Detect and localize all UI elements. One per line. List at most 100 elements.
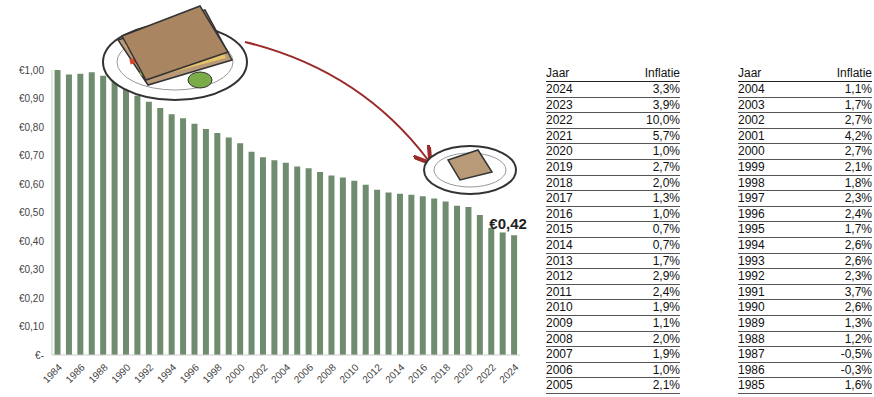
html-text:2008: 2008	[546, 331, 573, 346]
html-text:2,1%: 2,1%	[652, 378, 680, 393]
html-text:1991: 1991	[738, 284, 765, 299]
svg-text:€0,80: €0,80	[19, 122, 44, 133]
html-text:1998: 1998	[738, 175, 765, 190]
html-text:2015: 2015	[546, 222, 573, 237]
svg-text:2014: 2014	[383, 361, 407, 385]
svg-text:€0,50: €0,50	[19, 207, 44, 218]
html-text:1,8%: 1,8%	[844, 175, 872, 190]
html-text:1989: 1989	[738, 315, 765, 330]
html-text:2012: 2012	[546, 269, 573, 284]
html-text:2014: 2014	[546, 237, 573, 252]
html-text:2009: 2009	[546, 315, 573, 330]
svg-text:2018: 2018	[429, 361, 453, 385]
html-text:2005: 2005	[546, 378, 573, 393]
svg-text:2024: 2024	[497, 361, 521, 385]
html-text:1,0%: 1,0%	[652, 362, 680, 377]
html-text:2,3%: 2,3%	[844, 269, 872, 284]
svg-text:1988: 1988	[86, 361, 110, 385]
svg-text:€0,70: €0,70	[19, 150, 44, 161]
html-text:1,1%: 1,1%	[652, 315, 680, 330]
svg-text:1996: 1996	[178, 361, 202, 385]
svg-text:1984: 1984	[41, 361, 65, 385]
html-text:2,9%: 2,9%	[652, 269, 680, 284]
html-text:2,4%: 2,4%	[844, 206, 872, 221]
svg-text:€0,10: €0,10	[19, 321, 44, 332]
html-text:1,7%: 1,7%	[652, 253, 680, 268]
html-text:1,0%: 1,0%	[652, 144, 680, 159]
html-text:2,0%: 2,0%	[652, 175, 680, 190]
html-text:1,7%: 1,7%	[844, 97, 872, 112]
svg-text:€0,90: €0,90	[19, 93, 44, 104]
html-text:1,3%: 1,3%	[844, 315, 872, 330]
html-text:0,7%: 0,7%	[652, 237, 680, 252]
svg-text:€1,00: €1,00	[19, 65, 44, 76]
html-text:2010: 2010	[546, 300, 573, 315]
html-text:1997: 1997	[738, 191, 765, 206]
svg-text:€0,60: €0,60	[19, 179, 44, 190]
html-text:2020: 2020	[546, 144, 573, 159]
svg-text:€0,30: €0,30	[19, 264, 44, 275]
svg-text:€0,20: €0,20	[19, 293, 44, 304]
html-text:2,6%: 2,6%	[844, 237, 872, 252]
svg-text:2006: 2006	[292, 361, 316, 385]
html-text:2,7%: 2,7%	[844, 113, 872, 128]
html-text:2022: 2022	[546, 113, 573, 128]
html-text:2,4%: 2,4%	[652, 284, 680, 299]
svg-text:2016: 2016	[406, 361, 430, 385]
html-text:2006: 2006	[546, 362, 573, 377]
html-text:2023: 2023	[546, 97, 573, 112]
html-text:1988: 1988	[738, 331, 765, 346]
html-text:1990: 1990	[738, 300, 765, 315]
html-text:1,2%: 1,2%	[844, 331, 872, 346]
svg-text:2002: 2002	[246, 361, 270, 385]
svg-text:€-: €-	[35, 350, 44, 361]
html-text:1,3%: 1,3%	[652, 191, 680, 206]
html-text:0,7%: 0,7%	[652, 222, 680, 237]
svg-text:2010: 2010	[337, 361, 361, 385]
svg-text:2022: 2022	[474, 361, 498, 385]
html-text:2001: 2001	[738, 128, 765, 143]
html-text:1994: 1994	[738, 237, 765, 252]
html-text:5,7%: 5,7%	[652, 128, 680, 143]
html-text:2002: 2002	[738, 113, 765, 128]
html-text:2021: 2021	[546, 128, 573, 143]
svg-text:2012: 2012	[360, 361, 384, 385]
svg-text:1986: 1986	[63, 361, 87, 385]
html-text:10,0%: 10,0%	[646, 113, 680, 128]
html-text:2,7%: 2,7%	[844, 144, 872, 159]
html-text:2003: 2003	[738, 97, 765, 112]
html-text:2011: 2011	[546, 284, 572, 299]
html-text:4,2%: 4,2%	[844, 128, 872, 143]
html-text:2,0%: 2,0%	[652, 331, 680, 346]
html-text:1996: 1996	[738, 206, 765, 221]
svg-text:1998: 1998	[200, 361, 224, 385]
svg-text:2000: 2000	[223, 361, 247, 385]
svg-text:2008: 2008	[315, 361, 339, 385]
html-text:1,9%: 1,9%	[652, 300, 680, 315]
html-text:1,0%: 1,0%	[652, 206, 680, 221]
svg-text:2004: 2004	[269, 361, 293, 385]
html-text:3,9%: 3,9%	[652, 97, 680, 112]
html-text:1992: 1992	[738, 269, 765, 284]
html-text:1987: 1987	[738, 347, 765, 362]
svg-text:1990: 1990	[109, 361, 133, 385]
html-text:1995: 1995	[738, 222, 765, 237]
html-text:2,6%: 2,6%	[844, 253, 872, 268]
svg-text:2020: 2020	[452, 361, 476, 385]
html-text:2013: 2013	[546, 253, 573, 268]
svg-text:€0,42: €0,42	[489, 215, 527, 232]
html-text:3,7%: 3,7%	[844, 284, 872, 299]
html-text:2016: 2016	[546, 206, 573, 221]
html-text:2017: 2017	[546, 191, 573, 206]
svg-text:€0,40: €0,40	[19, 236, 44, 247]
html-text:2,3%: 2,3%	[844, 191, 872, 206]
svg-text:1994: 1994	[155, 361, 179, 385]
html-text:2018: 2018	[546, 175, 573, 190]
html-text:1993: 1993	[738, 253, 765, 268]
svg-text:1992: 1992	[132, 361, 156, 385]
html-text:1,7%: 1,7%	[844, 222, 872, 237]
html-text:1,9%: 1,9%	[652, 347, 680, 362]
html-text:2000: 2000	[738, 144, 765, 159]
html-text:2007: 2007	[546, 347, 573, 362]
html-text:2,6%: 2,6%	[844, 300, 872, 315]
